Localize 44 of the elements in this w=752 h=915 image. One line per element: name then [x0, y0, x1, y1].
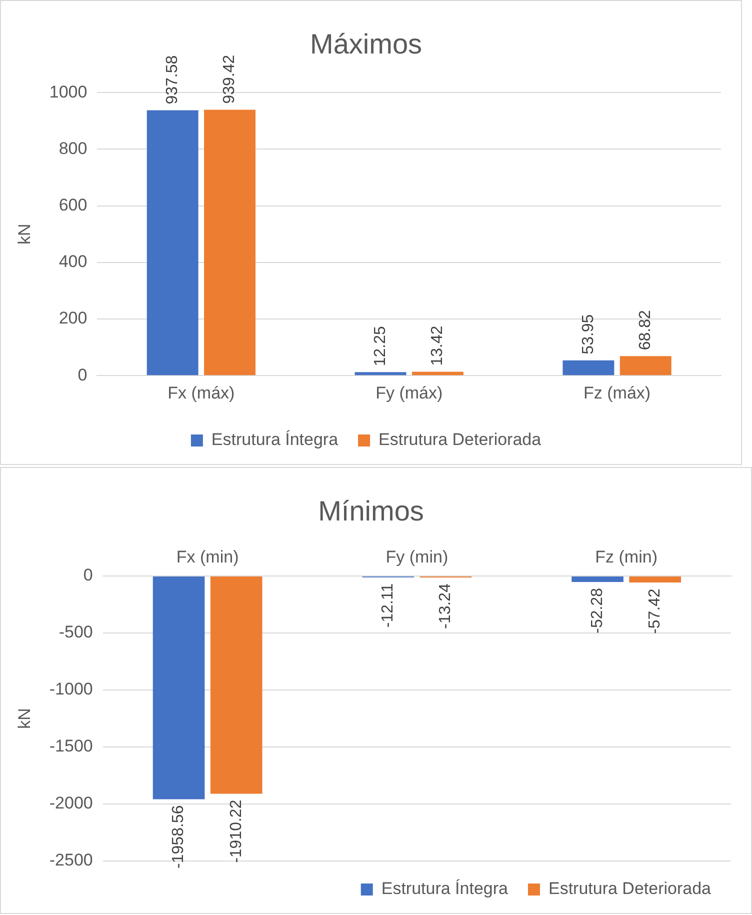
bar [146, 110, 198, 376]
y-tick-label: 600 [58, 195, 88, 214]
chart-title: Mínimos [318, 496, 424, 527]
data-label: 53.95 [580, 314, 597, 354]
y-tick-label: -2000 [49, 794, 93, 813]
y-axis-title: kN [14, 224, 34, 244]
bar [412, 372, 464, 376]
data-label: -57.42 [646, 588, 664, 634]
data-label: 68.82 [637, 310, 654, 350]
x-tick-label: Fy (máx) [376, 383, 443, 402]
x-tick-label: Fx (máx) [168, 383, 235, 402]
data-label: -52.28 [588, 588, 606, 634]
y-axis-title: kN [14, 708, 34, 729]
data-label: 937.58 [164, 55, 181, 104]
bar [562, 360, 614, 376]
x-tick-label: Fz (máx) [584, 383, 651, 402]
legend-label: Estrutura Deteriorada [548, 879, 712, 898]
y-tick-label: -1000 [49, 680, 93, 699]
legend-label: Estrutura Deteriorada [378, 430, 542, 450]
legend-label: Estrutura Íntegra [211, 430, 339, 450]
data-label: -1958.56 [170, 805, 188, 868]
y-tick-label: 800 [58, 138, 88, 158]
y-tick-label: 0 [83, 566, 93, 585]
y-tick-label: 400 [58, 252, 88, 272]
legend-label: Estrutura Íntegra [381, 879, 509, 898]
chart-title: Máximos [310, 28, 422, 60]
data-label: -13.24 [437, 583, 454, 629]
data-label: 13.42 [429, 326, 446, 366]
y-tick-label: 1000 [49, 82, 88, 102]
x-tick-label: Fz (min) [595, 547, 658, 566]
y-tick-label: 0 [78, 365, 88, 384]
bar [620, 356, 672, 376]
x-tick-label: Fy (min) [386, 547, 448, 566]
bar [204, 110, 256, 376]
data-label: -12.11 [380, 583, 397, 628]
data-label: -1910.22 [228, 800, 245, 863]
x-tick-label: Fx (min) [176, 547, 239, 566]
y-tick-label: 200 [58, 308, 88, 328]
data-label: 12.25 [372, 326, 389, 366]
bar [354, 372, 406, 376]
data-label: 939.42 [221, 54, 238, 104]
y-tick-label: -2500 [49, 850, 93, 870]
y-tick-label: -1500 [49, 736, 93, 756]
y-tick-label: -500 [58, 622, 93, 642]
